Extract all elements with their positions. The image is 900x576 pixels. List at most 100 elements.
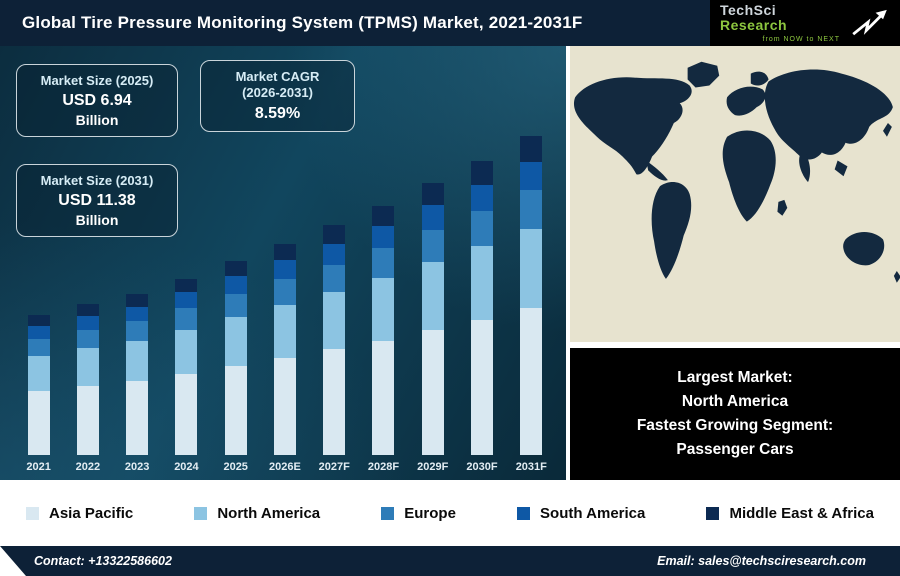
bar-segment xyxy=(126,380,149,455)
bar-stack xyxy=(76,303,99,455)
footer: Contact: +13322586602 Email: sales@techs… xyxy=(0,546,900,576)
legend-item: Europe xyxy=(381,505,456,522)
bar-column: 2031F xyxy=(507,62,556,474)
logo-brand-part2: Research xyxy=(720,17,788,34)
bar-column: 2025 xyxy=(211,62,260,474)
x-axis-label: 2027F xyxy=(318,461,350,473)
bar-segment xyxy=(76,303,99,316)
bar-column: 2030F xyxy=(457,62,506,474)
bar-segment xyxy=(273,279,296,305)
bar-stack xyxy=(323,225,346,455)
x-axis-label: 2021 xyxy=(26,461,51,473)
bar-segment xyxy=(372,278,395,341)
bar-segment xyxy=(175,308,198,330)
x-axis-label: 2025 xyxy=(223,461,248,473)
footer-email: Email: sales@techsciresearch.com xyxy=(657,554,866,568)
bar-segment xyxy=(273,260,296,280)
legend-item: South America xyxy=(517,505,645,522)
info-box-value: 8.59% xyxy=(254,104,301,122)
bar-segment xyxy=(175,329,198,374)
info-box-label: Market Size (2031) xyxy=(40,173,154,188)
bar-segment xyxy=(372,248,395,279)
bar-segment xyxy=(273,357,296,455)
techsci-logo: TechSci Research from NOW to NEXT xyxy=(710,0,900,46)
info-box-market-cagr: Market CAGR (2026-2031) 8.59% xyxy=(200,60,355,132)
bar-segment xyxy=(471,319,494,455)
bar-segment xyxy=(175,292,198,309)
legend-item: Middle East & Africa xyxy=(706,505,874,522)
logo-tagline: from NOW to NEXT xyxy=(762,35,840,43)
bar-column: 2029F xyxy=(408,62,457,474)
note-fastest-segment-value: Passenger Cars xyxy=(676,441,794,459)
bar-segment xyxy=(27,390,50,455)
bar-segment xyxy=(471,210,494,247)
content-row: 2021 2022 2023 2024 2025 2026E 2027F 2028F 2029F… xyxy=(0,46,900,480)
bar-segment xyxy=(372,205,395,226)
bar-segment xyxy=(372,225,395,249)
logo-brand: TechSci Research xyxy=(720,1,840,34)
bar-stack xyxy=(421,183,444,455)
bar-stack xyxy=(273,243,296,455)
bar-segment xyxy=(126,306,149,322)
x-axis-label: 2026E xyxy=(269,461,301,473)
info-box-label: Market Size (2025) xyxy=(40,73,154,88)
bar-segment xyxy=(76,385,99,455)
bar-segment xyxy=(471,246,494,320)
bar-segment xyxy=(273,304,296,358)
x-axis-label: 2031F xyxy=(515,461,547,473)
bar-segment xyxy=(471,161,494,185)
bar-segment xyxy=(323,225,346,244)
x-axis-label: 2024 xyxy=(174,461,199,473)
bar-segment xyxy=(27,355,50,391)
bar-column: 2024 xyxy=(162,62,211,474)
bar-segment xyxy=(372,340,395,455)
bar-segment xyxy=(323,292,346,350)
legend-swatch xyxy=(517,506,531,520)
bar-column: 2026E xyxy=(260,62,309,474)
bar-column: 2027F xyxy=(310,62,359,474)
legend-swatch xyxy=(194,506,208,520)
bar-segment xyxy=(323,349,346,455)
chart-panel: 2021 2022 2023 2024 2025 2026E 2027F 2028F 2029F… xyxy=(0,46,566,480)
footer-contact: Contact: +13322586602 xyxy=(34,554,172,568)
logo-brand-part1: TechSci xyxy=(720,1,777,18)
bar-segment xyxy=(224,365,247,455)
info-box-label-2: (2026-2031) xyxy=(242,85,313,101)
bar-segment xyxy=(27,326,50,339)
bar-segment xyxy=(520,308,543,455)
bar-segment xyxy=(126,340,149,381)
right-column: Largest Market: North America Fastest Gr… xyxy=(570,46,900,480)
bar-segment xyxy=(224,276,247,294)
note-fastest-segment-label: Fastest Growing Segment: xyxy=(636,417,834,434)
note-largest-market-label: Largest Market: xyxy=(677,368,793,386)
market-note-box: Largest Market: North America Fastest Gr… xyxy=(570,348,900,480)
world-map xyxy=(573,61,900,283)
bar-segment xyxy=(421,183,444,206)
x-axis-label: 2030F xyxy=(466,461,498,473)
bar-segment xyxy=(421,205,444,230)
bar-segment xyxy=(76,315,99,330)
bar-segment xyxy=(471,184,494,211)
info-box-label: Market CAGR xyxy=(235,69,320,84)
world-map-panel xyxy=(570,46,900,342)
header: Global Tire Pressure Monitoring System (… xyxy=(0,0,900,46)
bar-segment xyxy=(520,161,543,191)
bar-stack xyxy=(520,136,543,455)
bar-column: 2022 xyxy=(63,62,112,474)
bar-segment xyxy=(520,190,543,229)
bar-segment xyxy=(224,293,247,318)
bar-segment xyxy=(27,338,50,356)
bar-segment xyxy=(421,262,444,331)
bar-segment xyxy=(421,330,444,455)
bar-chart: 2021 2022 2023 2024 2025 2026E 2027F 2028F 2029F… xyxy=(14,62,556,474)
bar-segment xyxy=(421,229,444,263)
legend-swatch xyxy=(381,506,395,520)
legend: Asia Pacific North America Europe South Ame… xyxy=(0,480,900,546)
legend-label: Europe xyxy=(404,504,456,522)
legend-label: North America xyxy=(217,504,321,522)
bar-segment xyxy=(76,329,99,348)
info-box-value: USD 11.38 xyxy=(58,192,136,210)
legend-item: North America xyxy=(194,505,320,522)
bar-stack xyxy=(175,278,198,455)
